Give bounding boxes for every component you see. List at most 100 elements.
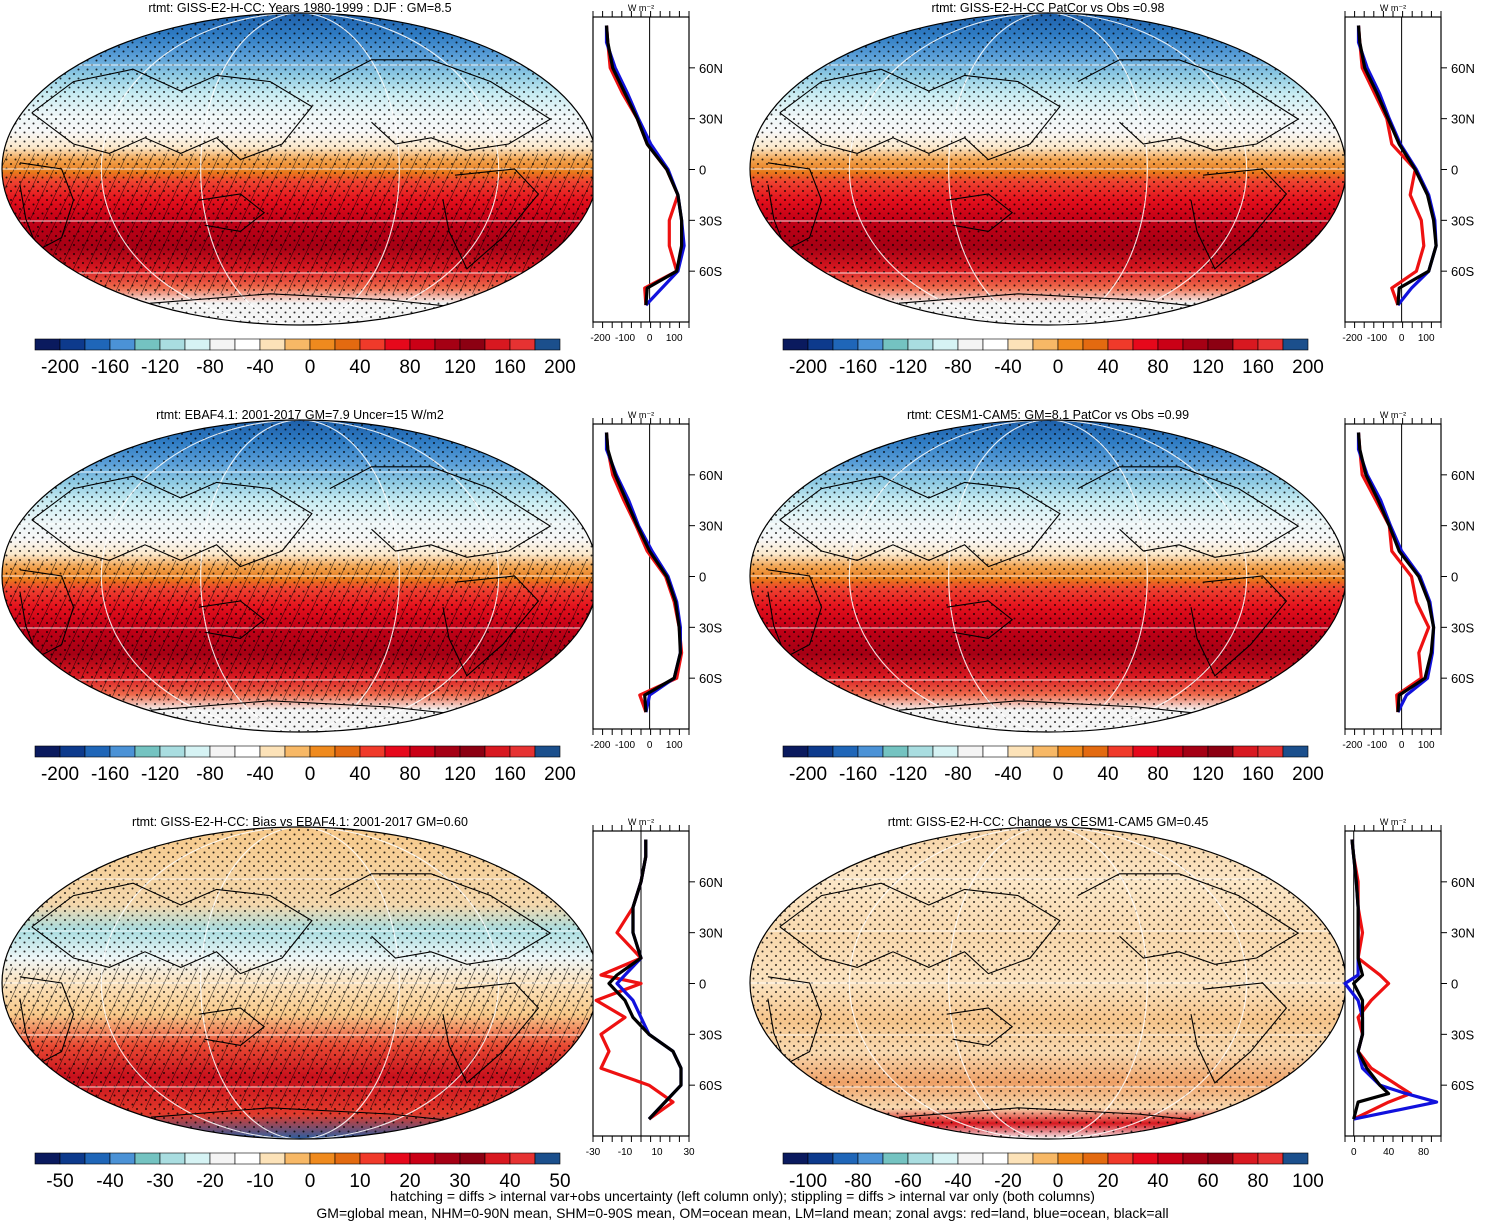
coastline-3	[329, 59, 552, 151]
lat-tick-label: 0	[1451, 977, 1458, 992]
lat-tick-label: 0	[699, 570, 706, 585]
lat-tick-label: 30S	[1451, 213, 1474, 228]
colorbar-swatch	[509, 745, 536, 758]
colorbar-swatch	[534, 338, 561, 351]
coastline-5	[898, 700, 1227, 717]
coastline-0	[779, 475, 1061, 568]
colorbar-swatch	[1232, 745, 1259, 758]
colorbar-label: -40	[944, 1171, 971, 1192]
profile-xtick-label: 30	[683, 1147, 695, 1158]
colorbar-swatch	[807, 338, 834, 351]
colorbar-swatch	[134, 1152, 161, 1165]
colorbar-swatch	[409, 1152, 436, 1165]
profile-xtick-label: -100	[615, 333, 635, 344]
colorbar-label: -200	[41, 357, 79, 378]
coastline-3	[1077, 873, 1300, 965]
colorbar-swatch	[1207, 745, 1234, 758]
profile-xtick-label: 40	[1383, 1147, 1395, 1158]
coastline-0	[31, 475, 313, 568]
colorbar-label: -20	[994, 1171, 1021, 1192]
lat-tick-label: 60N	[1451, 61, 1475, 76]
profile-xtick-label: -100	[615, 740, 635, 751]
colorbar-label: 200	[1292, 357, 1324, 378]
coastline-3	[329, 873, 552, 965]
colorbar-swatch	[259, 745, 286, 758]
colorbar-swatch	[109, 1152, 136, 1165]
profile-xtick-label: 10	[651, 1147, 663, 1158]
map-overlays	[750, 13, 1346, 325]
coastline-1	[19, 976, 75, 1065]
colorbar-swatch	[434, 338, 461, 351]
lat-tick-label: 30N	[1451, 926, 1475, 941]
panel-title: rtmt: GISS-E2-H-CC PatCor vs Obs =0.98	[931, 1, 1164, 15]
colorbar-swatch	[34, 1152, 61, 1165]
colorbar-swatch	[932, 1152, 959, 1165]
colorbar-swatch	[1032, 1152, 1059, 1165]
colorbar-swatch	[1107, 1152, 1134, 1165]
colorbar-swatch	[434, 1152, 461, 1165]
coastline-1	[19, 162, 75, 251]
colorbar-swatch	[907, 1152, 934, 1165]
coastlines	[19, 873, 552, 1124]
colorbar-swatch	[284, 1152, 311, 1165]
colorbar: -50 -40 -30 -20 -10 0 10 20 30 40 50	[34, 1152, 571, 1192]
profile-xtick-label: 100	[1418, 740, 1435, 751]
colorbar-swatch	[209, 1152, 236, 1165]
lat-tick-label: 0	[1451, 163, 1458, 178]
colorbar-swatch	[484, 745, 511, 758]
profile-xtick-label: -100	[1367, 740, 1387, 751]
colorbar-swatch	[384, 1152, 411, 1165]
coastlines	[767, 873, 1300, 1124]
colorbar-swatch	[409, 338, 436, 351]
map-overlays	[2, 827, 598, 1139]
coastline-2	[198, 1007, 266, 1046]
coastline-0	[779, 68, 1061, 161]
colorbar-label: 200	[544, 357, 576, 378]
colorbar-swatch	[284, 338, 311, 351]
lat-tick-label: 60N	[1451, 468, 1475, 483]
lat-tick-label: 30S	[1451, 1027, 1474, 1042]
colorbar-swatch	[1057, 338, 1084, 351]
colorbar-swatch	[1282, 745, 1309, 758]
profile-unit-label: W m⁻²	[1380, 817, 1406, 827]
lat-tick-label: 0	[1451, 570, 1458, 585]
colorbar-label: -200	[789, 764, 827, 785]
colorbar-label: -80	[944, 764, 971, 785]
colorbar-label: 0	[305, 357, 316, 378]
profile-xtick-label: 100	[666, 333, 683, 344]
colorbar-swatch	[1082, 338, 1109, 351]
colorbar-swatch	[159, 1152, 186, 1165]
lat-tick-label: 30S	[699, 213, 722, 228]
colorbar-swatch	[1132, 745, 1159, 758]
graticule	[750, 13, 1346, 325]
profile-line-all	[607, 839, 683, 1121]
colorbar-swatch	[109, 338, 136, 351]
colorbar: -100 -80 -60 -40 -20 0 20 40 60 80 100	[782, 1152, 1324, 1192]
profile-xtick-label: -200	[1342, 740, 1362, 751]
colorbar-swatch	[59, 338, 86, 351]
colorbar-swatch	[534, 1152, 561, 1165]
coastline-4	[442, 168, 540, 270]
coastlines	[767, 59, 1300, 310]
colorbar-label: 120	[444, 357, 476, 378]
profile-xtick-label: -200	[590, 740, 610, 751]
colorbar-label: 60	[1197, 1171, 1218, 1192]
coastline-3	[1077, 59, 1300, 151]
lat-tick-label: 60S	[1451, 1078, 1474, 1093]
coastline-2	[946, 1007, 1014, 1046]
coastline-0	[31, 882, 313, 975]
profile-frame	[1344, 423, 1442, 730]
profile-xtick-label: 100	[1418, 333, 1435, 344]
colorbar-swatch	[59, 745, 86, 758]
colorbar-swatch	[34, 338, 61, 351]
colorbar: -200 -160 -120 -80 -40 0 40 80 120 160 200	[782, 745, 1324, 785]
colorbar-swatch	[1057, 745, 1084, 758]
colorbar-swatch	[857, 1152, 884, 1165]
colorbar-swatch	[1082, 1152, 1109, 1165]
zonal-profile: W m⁻² 60N 30N 0 30S 60S -200 -100 0 100	[1342, 410, 1474, 751]
colorbar-swatch	[782, 338, 809, 351]
footer-line-2: GM=global mean, NHM=0-90N mean, SHM=0-90…	[316, 1205, 1169, 1221]
colorbar-label: 120	[1192, 357, 1224, 378]
panel-title: rtmt: GISS-E2-H-CC: Years 1980-1999 : DJ…	[148, 1, 451, 15]
